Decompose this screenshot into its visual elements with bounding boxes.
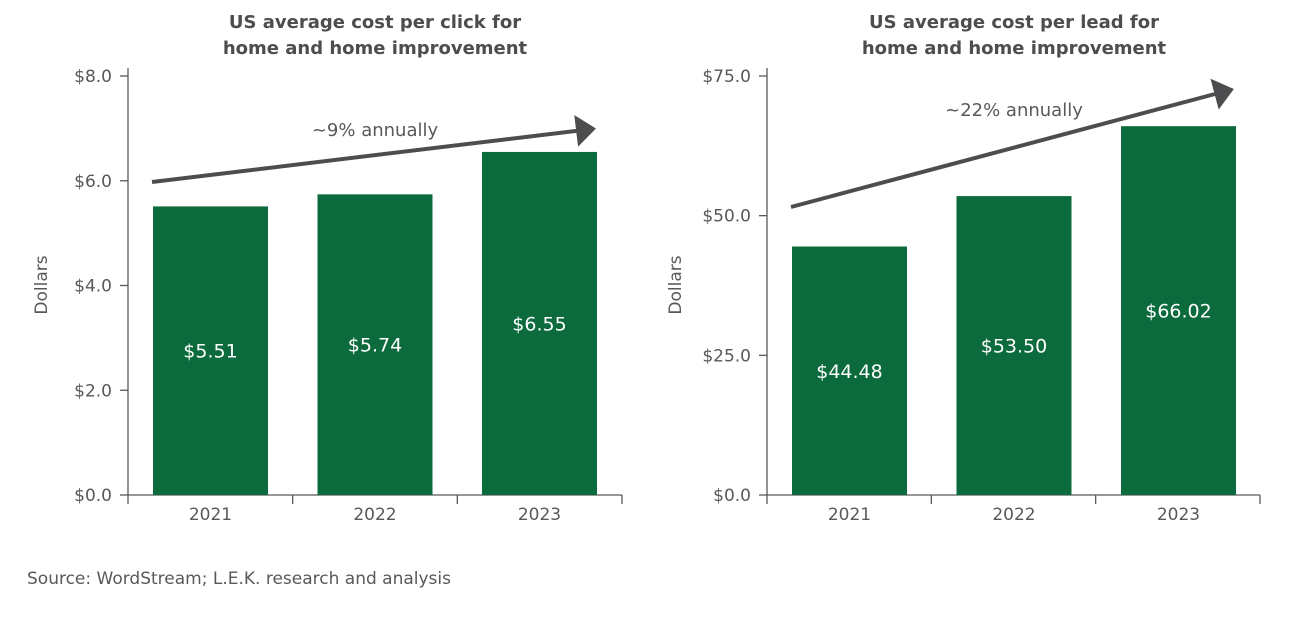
y-tick-label: $0.0 (74, 486, 112, 506)
bar-2023 (482, 151, 597, 495)
trend-annotation: ~9% annually (312, 120, 439, 141)
bar-2023 (1121, 126, 1236, 495)
bar-2021 (153, 206, 268, 495)
y-tick-label: $50.0 (702, 207, 751, 227)
y-tick-label: $2.0 (74, 381, 112, 401)
x-tick-label: 2023 (1157, 505, 1200, 525)
trend-annotation: ~22% annually (945, 100, 1083, 121)
y-tick-label: $0.0 (713, 486, 751, 506)
y-tick-label: $4.0 (74, 277, 112, 297)
data-label: $6.55 (512, 313, 566, 335)
bar-2021 (792, 246, 907, 495)
data-label: $5.74 (348, 335, 402, 357)
bar-2022 (956, 196, 1072, 495)
chart-title: US average cost per click for (229, 12, 521, 33)
x-tick-label: 2023 (518, 505, 561, 525)
chart-title: US average cost per lead for (869, 12, 1159, 33)
x-tick-label: 2021 (828, 505, 871, 525)
x-tick-label: 2022 (992, 505, 1035, 525)
chart-title: home and home improvement (862, 38, 1167, 59)
x-tick-label: 2021 (189, 505, 232, 525)
bar-2022 (317, 194, 433, 495)
source-note: Source: WordStream; L.E.K. research and … (27, 569, 451, 589)
y-axis-label: Dollars (32, 255, 52, 314)
y-axis-label: Dollars (666, 255, 686, 314)
y-tick-label: $75.0 (702, 67, 751, 87)
data-label: $66.02 (1145, 301, 1211, 323)
chart-title: home and home improvement (223, 38, 528, 59)
data-label: $5.51 (183, 341, 237, 363)
trend-arrow (790, 78, 1234, 209)
x-tick-label: 2022 (353, 505, 396, 525)
data-label: $53.50 (981, 336, 1047, 358)
y-tick-label: $8.0 (74, 67, 112, 87)
data-label: $44.48 (816, 361, 882, 383)
y-tick-label: $6.0 (74, 172, 112, 192)
y-tick-label: $25.0 (702, 346, 751, 366)
trend-arrow (151, 115, 596, 184)
